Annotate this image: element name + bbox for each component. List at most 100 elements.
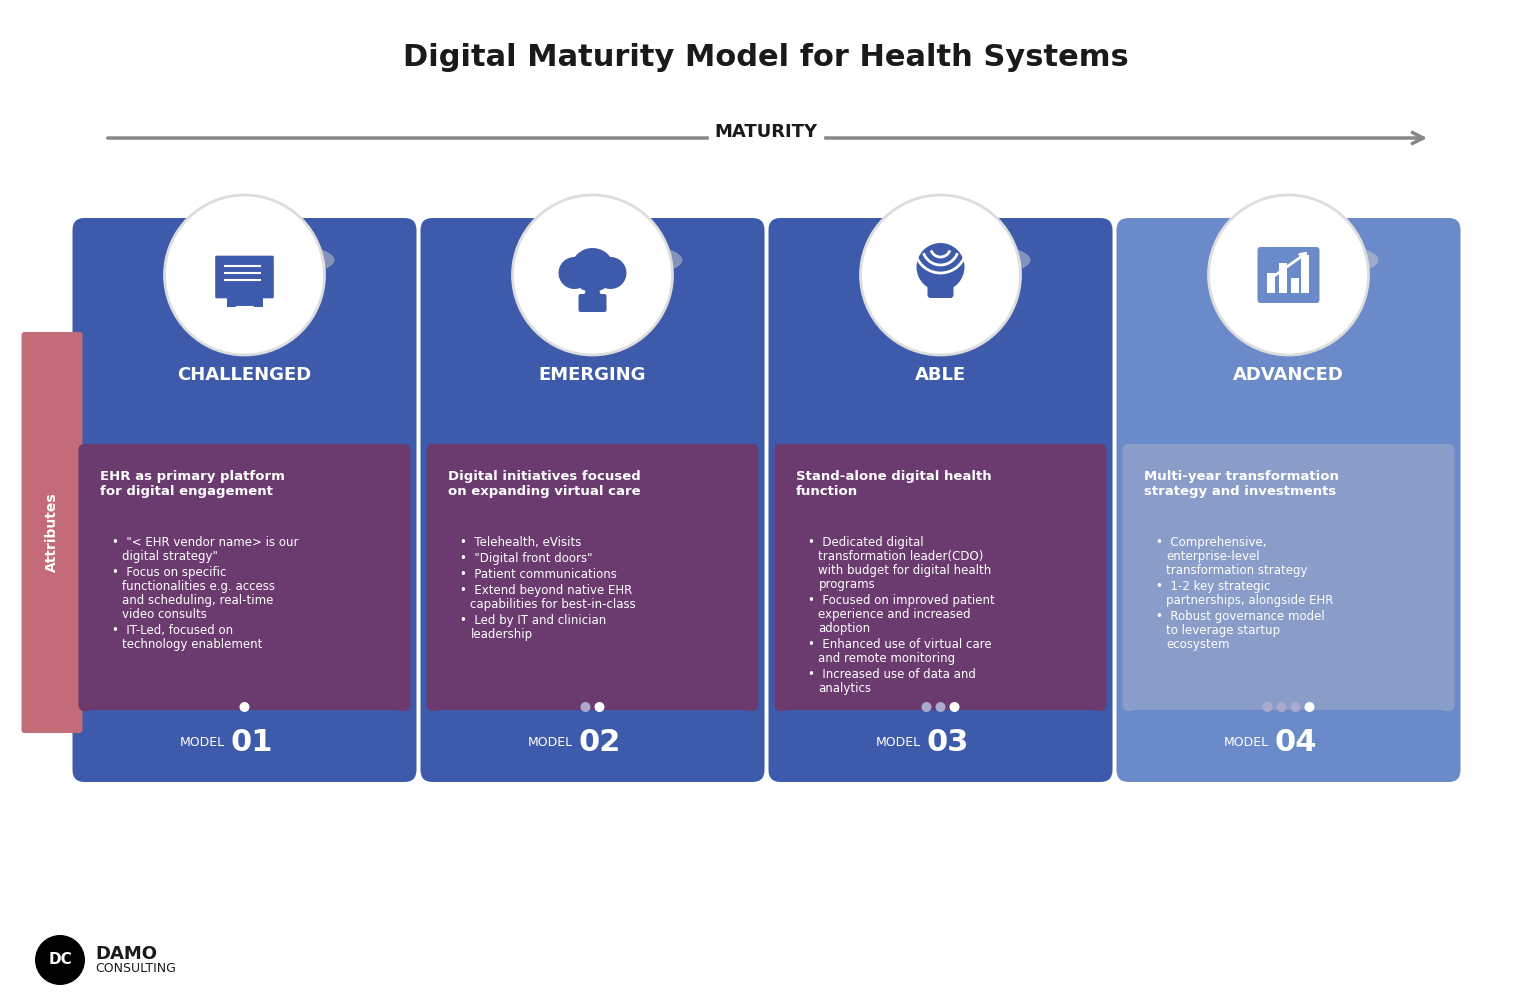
FancyBboxPatch shape	[1257, 247, 1320, 303]
Text: Attributes: Attributes	[44, 493, 58, 573]
FancyBboxPatch shape	[1279, 263, 1286, 293]
FancyBboxPatch shape	[435, 710, 750, 775]
FancyBboxPatch shape	[72, 218, 417, 782]
Ellipse shape	[512, 240, 682, 280]
Text: •  Comprehensive,: • Comprehensive,	[1156, 536, 1266, 549]
FancyBboxPatch shape	[227, 295, 262, 307]
Circle shape	[570, 248, 615, 292]
FancyBboxPatch shape	[215, 255, 274, 299]
Text: •  Patient communications: • Patient communications	[460, 568, 618, 581]
FancyBboxPatch shape	[426, 444, 759, 711]
Text: 02: 02	[578, 728, 621, 757]
FancyBboxPatch shape	[1131, 710, 1446, 775]
FancyBboxPatch shape	[564, 267, 621, 283]
Circle shape	[595, 702, 604, 712]
Text: •  Focused on improved patient: • Focused on improved patient	[808, 594, 995, 607]
FancyBboxPatch shape	[1300, 255, 1309, 293]
Circle shape	[584, 287, 601, 303]
Text: •  Dedicated digital: • Dedicated digital	[808, 536, 924, 549]
FancyBboxPatch shape	[1266, 273, 1274, 293]
FancyBboxPatch shape	[768, 218, 1113, 782]
Text: •  Increased use of data and: • Increased use of data and	[808, 668, 977, 681]
Circle shape	[949, 702, 960, 712]
Ellipse shape	[860, 240, 1030, 280]
FancyBboxPatch shape	[578, 294, 607, 312]
Circle shape	[239, 702, 250, 712]
FancyBboxPatch shape	[1291, 278, 1298, 293]
Text: transformation strategy: transformation strategy	[1167, 564, 1308, 577]
Circle shape	[1291, 702, 1300, 712]
Text: •  Robust governance model: • Robust governance model	[1156, 610, 1325, 623]
Circle shape	[512, 195, 673, 355]
Text: •  Focus on specific: • Focus on specific	[112, 566, 227, 579]
FancyBboxPatch shape	[774, 444, 1107, 711]
Text: •  "Digital front doors": • "Digital front doors"	[460, 552, 593, 565]
Text: Digital Maturity Model for Health Systems: Digital Maturity Model for Health System…	[403, 43, 1128, 73]
Text: ADVANCED: ADVANCED	[1233, 366, 1344, 384]
Text: •  Extend beyond native EHR: • Extend beyond native EHR	[460, 584, 633, 597]
Text: analytics: analytics	[819, 682, 871, 695]
Text: CONSULTING: CONSULTING	[95, 962, 176, 975]
Text: MODEL: MODEL	[875, 736, 920, 749]
Text: technology enablement: technology enablement	[123, 638, 262, 651]
Ellipse shape	[164, 240, 334, 280]
Text: and remote monitoring: and remote monitoring	[819, 652, 955, 665]
Circle shape	[1305, 702, 1314, 712]
Text: with budget for digital health: with budget for digital health	[819, 564, 992, 577]
Text: Digital initiatives focused
on expanding virtual care: Digital initiatives focused on expanding…	[448, 470, 641, 498]
Text: capabilities for best-in-class: capabilities for best-in-class	[471, 598, 636, 611]
Ellipse shape	[1208, 240, 1378, 280]
Text: EMERGING: EMERGING	[538, 366, 647, 384]
Text: and scheduling, real-time: and scheduling, real-time	[123, 594, 274, 607]
Circle shape	[935, 702, 946, 712]
FancyBboxPatch shape	[927, 264, 954, 298]
Text: •  Telehealth, eVisits: • Telehealth, eVisits	[460, 536, 583, 549]
Text: functionalities e.g. access: functionalities e.g. access	[123, 580, 276, 593]
FancyBboxPatch shape	[1116, 218, 1461, 782]
Text: •  "< EHR vendor name> is our: • "< EHR vendor name> is our	[112, 536, 299, 549]
Text: MODEL: MODEL	[527, 736, 572, 749]
Text: DC: DC	[48, 953, 72, 968]
Text: 03: 03	[926, 728, 969, 757]
Circle shape	[921, 702, 932, 712]
Text: MODEL: MODEL	[1223, 736, 1268, 749]
Text: transformation leader(CDO): transformation leader(CDO)	[819, 550, 984, 563]
FancyBboxPatch shape	[78, 444, 411, 711]
FancyBboxPatch shape	[1122, 444, 1455, 711]
Text: digital strategy": digital strategy"	[123, 550, 218, 563]
Text: •  Enhanced use of virtual care: • Enhanced use of virtual care	[808, 638, 992, 651]
Text: adoption: adoption	[819, 622, 871, 635]
Text: •  Led by IT and clinician: • Led by IT and clinician	[460, 614, 607, 627]
Text: CHALLENGED: CHALLENGED	[178, 366, 311, 384]
Text: EHR as primary platform
for digital engagement: EHR as primary platform for digital enga…	[100, 470, 285, 498]
Circle shape	[581, 702, 590, 712]
Text: 01: 01	[230, 728, 273, 757]
Text: ecosystem: ecosystem	[1167, 638, 1229, 651]
Circle shape	[558, 257, 590, 289]
Text: video consults: video consults	[123, 608, 207, 621]
Circle shape	[1208, 195, 1369, 355]
Text: MODEL: MODEL	[179, 736, 224, 749]
Text: leadership: leadership	[471, 628, 532, 641]
FancyBboxPatch shape	[21, 332, 83, 733]
Circle shape	[860, 195, 1021, 355]
Text: •  IT-Led, focused on: • IT-Led, focused on	[112, 624, 233, 637]
Circle shape	[1263, 702, 1272, 712]
Circle shape	[917, 243, 964, 291]
Circle shape	[1277, 702, 1286, 712]
Text: partnerships, alongside EHR: partnerships, alongside EHR	[1167, 594, 1334, 607]
Text: DAMO: DAMO	[95, 946, 156, 963]
Text: MATURITY: MATURITY	[714, 123, 817, 141]
Text: 04: 04	[1274, 728, 1317, 757]
Text: Multi-year transformation
strategy and investments: Multi-year transformation strategy and i…	[1144, 470, 1338, 498]
FancyBboxPatch shape	[87, 710, 402, 775]
FancyBboxPatch shape	[420, 218, 765, 782]
Text: to leverage startup: to leverage startup	[1167, 624, 1280, 637]
Text: enterprise-level: enterprise-level	[1167, 550, 1260, 563]
Circle shape	[35, 935, 84, 985]
Circle shape	[164, 195, 325, 355]
Text: experience and increased: experience and increased	[819, 608, 970, 621]
Text: •  1-2 key strategic: • 1-2 key strategic	[1156, 580, 1271, 593]
Circle shape	[595, 257, 627, 289]
Text: programs: programs	[819, 578, 875, 591]
